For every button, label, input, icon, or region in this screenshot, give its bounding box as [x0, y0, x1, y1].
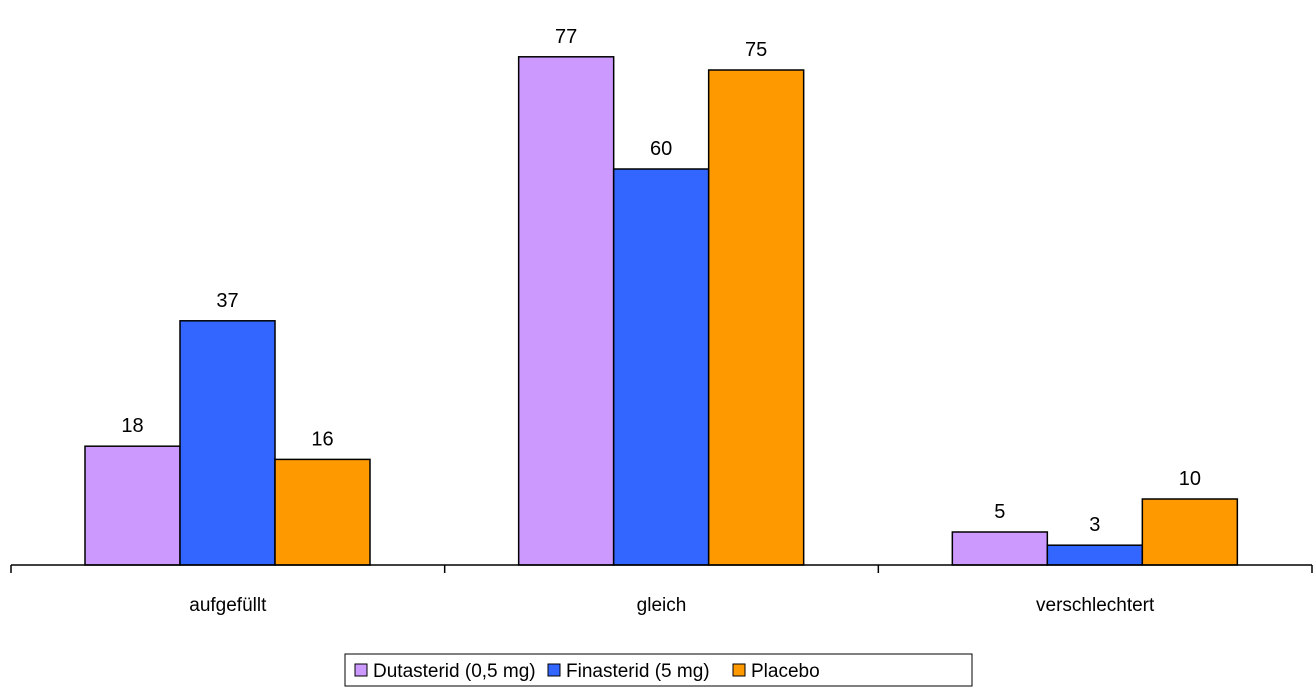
data-label: 77 — [555, 26, 577, 48]
legend-swatch-2 — [547, 663, 561, 677]
bar-3-3 — [1141, 498, 1239, 566]
data-label: 75 — [745, 39, 767, 61]
bar-3-1 — [274, 458, 371, 566]
data-label: 16 — [311, 428, 333, 450]
legend-label-3: Placebo — [751, 661, 820, 682]
x-axis-ticks: aufgefüllt gleich verschlechtert — [10, 565, 1313, 616]
bar-2-2 — [612, 168, 710, 566]
data-label: 18 — [121, 415, 143, 437]
bar-2-1 — [179, 320, 276, 566]
legend-label-1: Dutasterid (0,5 mg) — [373, 661, 536, 682]
bar-1-3 — [951, 531, 1049, 566]
bars-layer — [84, 56, 1239, 566]
legend-label-2: Finasterid (5 mg) — [566, 661, 710, 682]
data-labels-layer: 18 37 16 77 60 75 5 3 10 — [121, 26, 1201, 536]
data-label: 60 — [650, 138, 672, 160]
bar-2-3 — [1046, 544, 1144, 566]
bar-3-2 — [707, 69, 805, 566]
legend-swatch-3 — [732, 663, 746, 677]
x-tick-label: gleich — [637, 595, 687, 616]
x-tick-label: verschlechtert — [1036, 595, 1155, 616]
legend-box — [344, 653, 973, 687]
legend: Dutasterid (0,5 mg) Finasterid (5 mg) Plac… — [344, 653, 973, 687]
bar-1-1 — [84, 445, 181, 566]
data-label: 10 — [1179, 468, 1201, 490]
x-tick-label: aufgefüllt — [189, 595, 267, 616]
data-label: 5 — [994, 501, 1005, 523]
bar-1-2 — [517, 56, 615, 566]
data-label: 37 — [216, 290, 238, 312]
legend-swatch-1 — [354, 663, 368, 677]
data-label: 3 — [1089, 514, 1100, 536]
